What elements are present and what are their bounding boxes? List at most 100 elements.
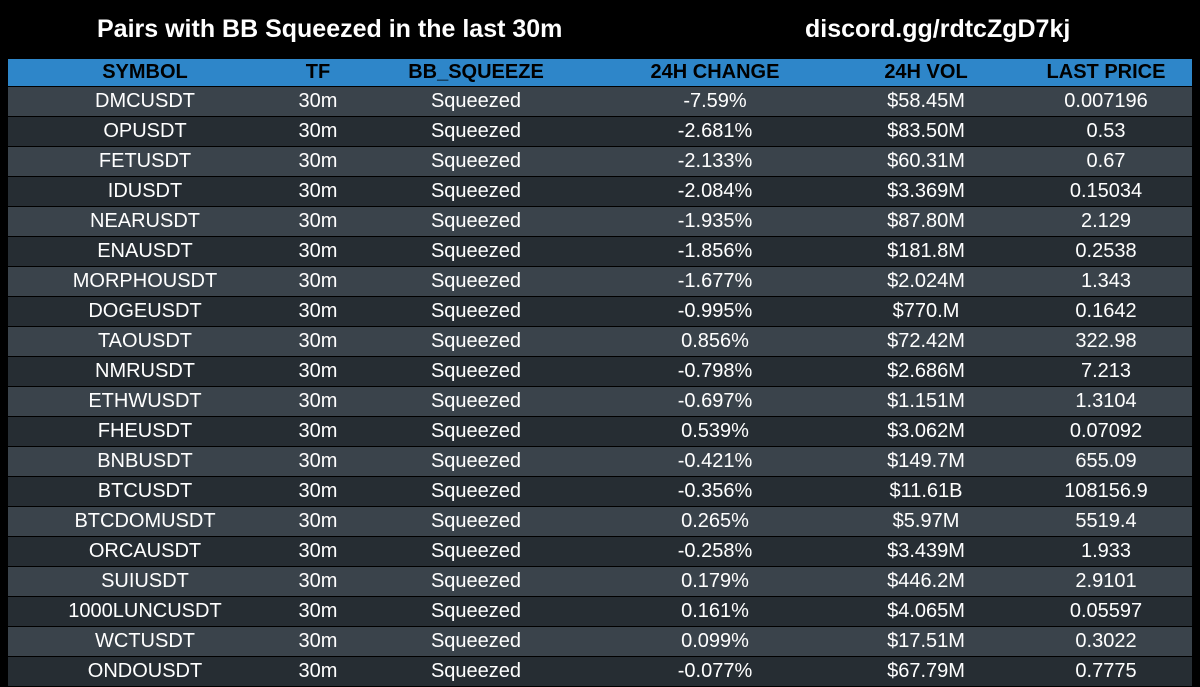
table-row: FHEUSDT 30m Squeezed 0.539% $3.062M 0.07092 [8, 417, 1192, 447]
volume-cell: $58.45M [887, 90, 965, 112]
tf-cell: 30m [298, 420, 338, 442]
change-cell: -0.258% [677, 540, 753, 562]
change-cell: -1.677% [677, 270, 753, 292]
symbol-cell: FETUSDT [98, 150, 192, 172]
volume-cell: $4.065M [887, 600, 965, 622]
table-row: DOGEUSDT 30m Squeezed -0.995% $770.M 0.1642 [8, 297, 1192, 327]
change-cell: -0.356% [677, 480, 753, 502]
symbol-cell: WCTUSDT [95, 630, 195, 652]
table-row: WCTUSDT 30m Squeezed 0.099% $17.51M 0.3022 [8, 627, 1192, 657]
symbol-cell: 1000LUNCUSDT [68, 600, 222, 622]
volume-cell: $83.50M [887, 120, 965, 142]
tf-cell: 30m [298, 90, 338, 112]
symbol-cell: TAOUSDT [97, 330, 193, 352]
column-header-24h-vol: 24H VOL [884, 61, 968, 83]
change-cell: -2.681% [677, 120, 753, 142]
symbol-cell: FHEUSDT [97, 420, 193, 442]
volume-cell: $3.062M [887, 420, 965, 442]
bb-squeeze-cell: Squeezed [430, 270, 522, 292]
bb-squeeze-cell: Squeezed [430, 120, 522, 142]
bb-squeeze-cell: Squeezed [430, 210, 522, 232]
change-cell: -7.59% [683, 90, 747, 112]
discord-link: discord.gg/rdtcZgD7kj [805, 15, 1071, 43]
bb-squeeze-cell: Squeezed [430, 600, 522, 622]
bb-squeeze-cell: Squeezed [430, 360, 522, 382]
tf-cell: 30m [298, 480, 338, 502]
bb-squeeze-cell: Squeezed [430, 240, 522, 262]
volume-cell: $5.97M [892, 510, 960, 532]
table-row: BTCUSDT 30m Squeezed -0.356% $11.61B 108156.9 [8, 477, 1192, 507]
tf-cell: 30m [298, 240, 338, 262]
change-cell: -0.421% [677, 450, 753, 472]
bb-squeeze-cell: Squeezed [430, 570, 522, 592]
volume-cell: $60.31M [887, 150, 965, 172]
table-row: OPUSDT 30m Squeezed -2.681% $83.50M 0.53 [8, 117, 1192, 147]
column-header-symbol: SYMBOL [102, 61, 188, 83]
price-cell: 7.213 [1080, 360, 1132, 382]
volume-cell: $1.151M [887, 390, 965, 412]
change-cell: 0.161% [681, 600, 749, 622]
volume-cell: $67.79M [887, 660, 965, 682]
change-cell: -0.995% [677, 300, 753, 322]
price-cell: 2.9101 [1075, 570, 1137, 592]
table-row: SUIUSDT 30m Squeezed 0.179% $446.2M 2.9101 [8, 567, 1192, 597]
change-cell: -2.084% [677, 180, 753, 202]
price-cell: 0.15034 [1069, 180, 1143, 202]
table-row: ENAUSDT 30m Squeezed -1.856% $181.8M 0.2538 [8, 237, 1192, 267]
price-cell: 0.1642 [1075, 300, 1137, 322]
symbol-cell: ORCAUSDT [88, 540, 202, 562]
bb-squeeze-cell: Squeezed [430, 390, 522, 412]
symbol-cell: ENAUSDT [97, 240, 193, 262]
table-header: SYMBOL TF BB_SQUEEZE 24H CHANGE 24H VOL … [8, 59, 1192, 87]
tf-cell: 30m [298, 390, 338, 412]
change-cell: 0.099% [681, 630, 749, 652]
tf-cell: 30m [298, 210, 338, 232]
bb-squeeze-cell: Squeezed [430, 180, 522, 202]
price-cell: 2.129 [1080, 210, 1132, 232]
volume-cell: $17.51M [887, 630, 965, 652]
tf-cell: 30m [298, 450, 338, 472]
symbol-cell: BTCUSDT [97, 480, 193, 502]
table-row: ETHWUSDT 30m Squeezed -0.697% $1.151M 1.3104 [8, 387, 1192, 417]
symbol-cell: BNBUSDT [97, 450, 193, 472]
volume-cell: $181.8M [887, 240, 965, 262]
change-cell: -2.133% [677, 150, 753, 172]
symbol-cell: NMRUSDT [95, 360, 195, 382]
tf-cell: 30m [298, 660, 338, 682]
volume-cell: $2.024M [887, 270, 965, 292]
page-title: Pairs with BB Squeezed in the last 30m [97, 15, 563, 43]
price-cell: 0.7775 [1075, 660, 1137, 682]
column-header-tf: TF [305, 61, 331, 83]
bb-squeeze-cell: Squeezed [430, 300, 522, 322]
price-cell: 655.09 [1075, 450, 1137, 472]
change-cell: -0.697% [677, 390, 753, 412]
bb-squeeze-cell: Squeezed [430, 420, 522, 442]
bb-squeeze-cell: Squeezed [430, 660, 522, 682]
volume-cell: $87.80M [887, 210, 965, 232]
tf-cell: 30m [298, 150, 338, 172]
title-bar: Pairs with BB Squeezed in the last 30m d… [0, 0, 1200, 60]
bb-squeeze-cell: Squeezed [430, 330, 522, 352]
bb-squeeze-cell: Squeezed [430, 450, 522, 472]
bb-squeeze-cell: Squeezed [430, 480, 522, 502]
symbol-cell: OPUSDT [103, 120, 187, 142]
price-cell: 0.05597 [1069, 600, 1143, 622]
change-cell: -0.077% [677, 660, 753, 682]
column-header-24h-change: 24H CHANGE [650, 61, 780, 83]
change-cell: -1.935% [677, 210, 753, 232]
table-row: IDUSDT 30m Squeezed -2.084% $3.369M 0.15034 [8, 177, 1192, 207]
table-row: TAOUSDT 30m Squeezed 0.856% $72.42M 322.98 [8, 327, 1192, 357]
tf-cell: 30m [298, 270, 338, 292]
table-row: BTCDOMUSDT 30m Squeezed 0.265% $5.97M 5519.4 [8, 507, 1192, 537]
symbol-cell: IDUSDT [107, 180, 183, 202]
price-cell: 0.2538 [1075, 240, 1137, 262]
volume-cell: $149.7M [887, 450, 965, 472]
price-cell: 0.007196 [1064, 90, 1148, 112]
tf-cell: 30m [298, 600, 338, 622]
symbol-cell: BTCDOMUSDT [74, 510, 216, 532]
volume-cell: $3.439M [887, 540, 965, 562]
tf-cell: 30m [298, 630, 338, 652]
table-row: MORPHOUSDT 30m Squeezed -1.677% $2.024M 1.343 [8, 267, 1192, 297]
table-row: NEARUSDT 30m Squeezed -1.935% $87.80M 2.129 [8, 207, 1192, 237]
price-cell: 0.53 [1086, 120, 1126, 142]
